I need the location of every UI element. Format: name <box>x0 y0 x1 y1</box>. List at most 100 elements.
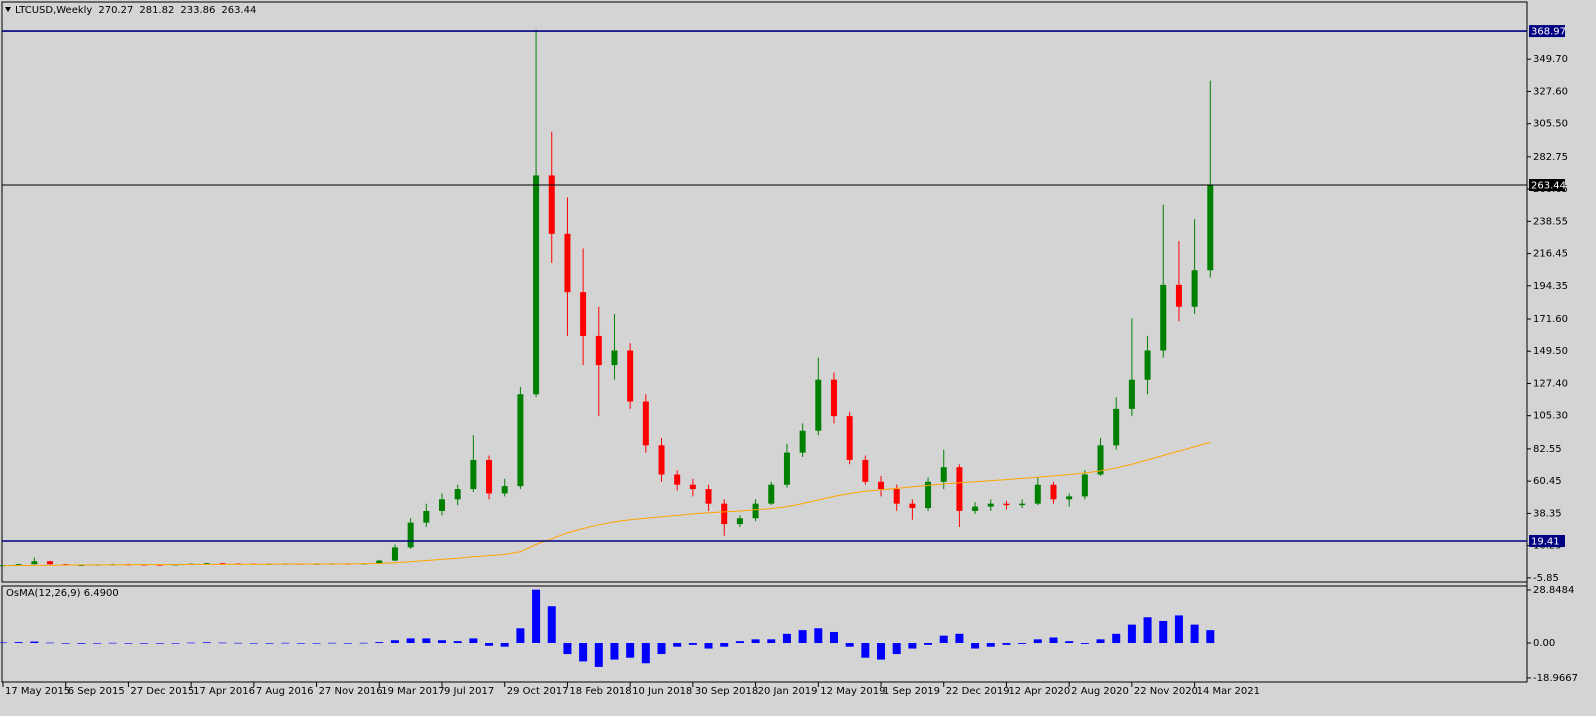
candle-body <box>658 445 665 475</box>
candle-body <box>783 452 790 485</box>
candle-body <box>689 484 696 490</box>
y-tick-label: 171.60 <box>1533 314 1568 325</box>
histogram-bar <box>485 643 494 646</box>
histogram-bar <box>845 643 854 647</box>
ohlc-value: 270.27 <box>98 5 133 16</box>
histogram-bar <box>829 631 838 644</box>
candle-body <box>1191 270 1198 307</box>
x-tick-label: 27 Dec 2015 <box>130 686 194 697</box>
histogram-bar <box>1002 643 1011 645</box>
candle-body <box>1160 284 1167 351</box>
y-tick-label: 149.50 <box>1533 346 1568 357</box>
moving-average <box>2 441 1211 567</box>
candle-body <box>31 561 38 565</box>
histogram-bar <box>140 643 149 644</box>
x-tick-label: 29 Oct 2017 <box>507 686 569 697</box>
y-tick-label: 127.40 <box>1533 378 1568 389</box>
ohlc-value: 263.44 <box>221 5 256 16</box>
candle-body <box>1175 284 1182 307</box>
x-tick-label: 12 Apr 2020 <box>1008 686 1070 697</box>
x-tick-label: 7 Aug 2016 <box>256 686 314 697</box>
x-tick-label: 22 Dec 2019 <box>946 686 1010 697</box>
candle-body <box>705 489 712 504</box>
x-tick-label: 6 Sep 2015 <box>68 686 125 697</box>
x-tick-label: 27 Nov 2016 <box>319 686 383 697</box>
candle-body <box>486 459 493 494</box>
x-tick-label: 10 Jun 2018 <box>632 686 692 697</box>
price-label-box <box>1529 25 1565 38</box>
candle-body <box>736 518 743 525</box>
candle-body <box>878 481 885 490</box>
histogram-bar <box>390 640 399 644</box>
candle-body <box>438 499 445 511</box>
x-tick-label: 22 Nov 2020 <box>1134 686 1198 697</box>
histogram-bar <box>1080 643 1089 644</box>
histogram-bar <box>814 628 823 644</box>
histogram-bar <box>704 643 713 649</box>
y-tick-label: 194.35 <box>1533 281 1568 292</box>
x-tick-label: 1 Sep 2019 <box>883 686 940 697</box>
y-tick-label: 282.75 <box>1533 152 1568 163</box>
histogram-bar <box>1065 641 1074 644</box>
candle-body <box>548 175 555 234</box>
x-tick-label: 18 Feb 2018 <box>569 686 631 697</box>
histogram-bar <box>46 642 55 644</box>
histogram-bar <box>798 630 807 644</box>
histogram-bar <box>296 643 305 644</box>
histogram-bar <box>202 642 211 644</box>
candle-body <box>15 564 22 566</box>
candle-body <box>642 401 649 446</box>
candle-body <box>1050 484 1057 500</box>
histogram-bar <box>986 643 995 647</box>
candle-body <box>407 522 414 548</box>
histogram-bar <box>453 641 462 644</box>
histogram-bar <box>422 638 431 644</box>
histogram-bar <box>406 638 415 644</box>
candle-body <box>47 561 54 565</box>
candle-body <box>721 503 728 525</box>
histogram-bar <box>673 643 682 647</box>
histogram-bar <box>187 642 196 644</box>
histogram-bar <box>1206 630 1215 644</box>
histogram-bar <box>124 643 133 644</box>
histogram-bar <box>1112 633 1121 644</box>
y-tick-label: 0.00 <box>1533 638 1555 649</box>
histogram-bar <box>218 642 227 644</box>
histogram-bar <box>547 606 556 644</box>
candle-body <box>925 481 932 509</box>
histogram-bar <box>1018 643 1027 644</box>
y-tick-label: 105.30 <box>1533 411 1568 422</box>
indicator-title: OsMA(12,26,9) 6.4900 <box>6 588 119 599</box>
x-tick-label: 9 Jul 2017 <box>444 686 494 697</box>
histogram-bar <box>437 640 446 644</box>
y-tick-label: 305.50 <box>1533 119 1568 130</box>
candle-body <box>1003 503 1010 506</box>
histogram-bar <box>171 643 180 644</box>
x-tick-label: 19 Mar 2017 <box>381 686 444 697</box>
candle-body <box>1144 350 1151 380</box>
histogram-bar <box>469 638 478 644</box>
candle-body <box>376 560 383 564</box>
price-label: 263.44 <box>1531 181 1566 192</box>
histogram-bar <box>892 643 901 655</box>
histogram-bar <box>908 643 917 649</box>
candle-body <box>846 416 853 460</box>
candle-body <box>423 510 430 523</box>
histogram-bar <box>563 643 572 655</box>
histogram-bar <box>30 641 39 644</box>
histogram-bar <box>1174 615 1183 644</box>
candle-body <box>564 233 571 293</box>
price-label: 19.41 <box>1531 536 1560 547</box>
y-tick-label: 28.8484 <box>1533 585 1574 596</box>
histogram-bar <box>657 643 666 655</box>
candle-body <box>1097 445 1104 475</box>
histogram-bar <box>735 641 744 644</box>
candle-body <box>454 489 461 500</box>
histogram-bar <box>108 642 117 644</box>
histogram-bar <box>77 643 86 644</box>
x-tick-label: 30 Sep 2018 <box>695 686 758 697</box>
histogram-bar <box>14 642 23 644</box>
histogram-bar <box>1159 620 1168 644</box>
